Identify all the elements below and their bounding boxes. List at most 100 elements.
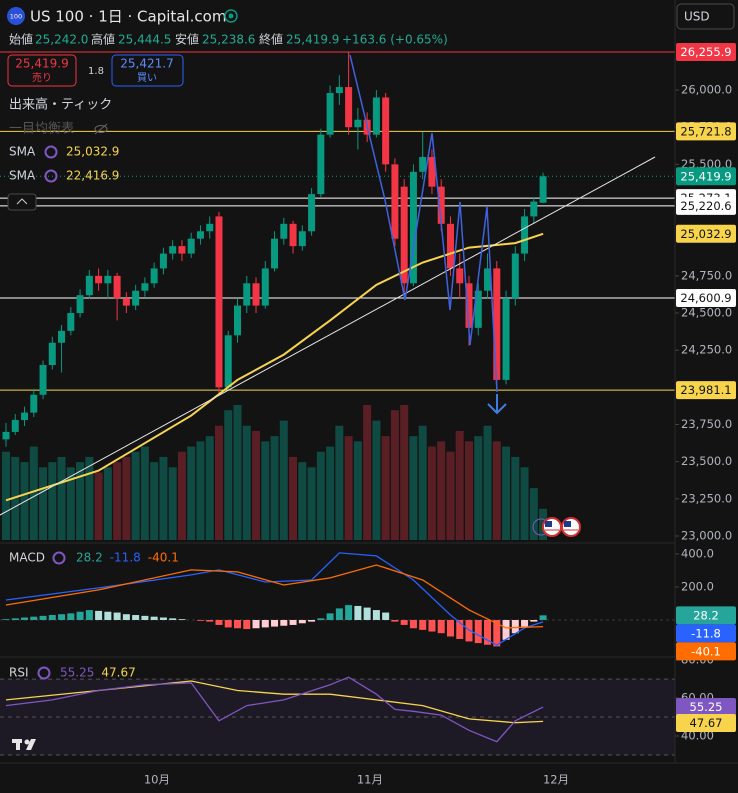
indicator-icon[interactable] xyxy=(44,169,58,183)
buy-button[interactable] xyxy=(111,54,184,87)
sell-price[interactable]: 25,419.9 xyxy=(15,57,68,71)
histogram-bar xyxy=(113,612,121,620)
market-status-dot xyxy=(228,13,234,19)
indicator-icon[interactable] xyxy=(44,145,58,159)
volume-bar xyxy=(85,456,94,540)
volume-bar xyxy=(39,467,48,540)
volume-bar xyxy=(492,441,501,540)
price-tag-label: 28.2 xyxy=(693,608,719,622)
candle-body xyxy=(67,313,75,331)
candle-body xyxy=(113,275,121,299)
candle-body xyxy=(11,420,19,432)
event-flag[interactable] xyxy=(542,517,562,537)
volume-bar xyxy=(326,446,335,540)
histogram-bar xyxy=(298,619,306,624)
volume-bar xyxy=(29,446,38,540)
volume-bar xyxy=(455,430,464,540)
candle-body xyxy=(437,186,445,224)
candle-body xyxy=(85,275,93,296)
collapse-icon[interactable] xyxy=(16,198,28,205)
price-tag xyxy=(676,167,736,186)
ohlc-value: 25,444.5 xyxy=(118,33,171,47)
ohlc-label: 始値 xyxy=(9,32,33,47)
histogram-bar xyxy=(48,615,56,620)
histogram-bar xyxy=(224,619,232,628)
buy-price[interactable]: 25,421.7 xyxy=(120,57,173,71)
candle-body xyxy=(141,283,149,291)
candle-body xyxy=(280,223,288,239)
candle-body xyxy=(372,97,380,135)
price-tag xyxy=(676,698,736,717)
volume-bar xyxy=(372,420,381,540)
zigzag-drawing[interactable] xyxy=(349,54,498,393)
sell-label[interactable]: 売り xyxy=(32,71,52,84)
candle-body xyxy=(206,223,214,232)
histogram-bar xyxy=(335,608,343,620)
collapse-button[interactable] xyxy=(7,193,37,211)
price-change: +163.6 (+0.65%) xyxy=(342,33,448,47)
hidden-icon[interactable] xyxy=(94,123,108,135)
spread: 1.8 xyxy=(88,66,104,77)
candle-body xyxy=(178,246,186,254)
histogram-bar xyxy=(511,619,519,634)
price-tag-label: 23,981.1 xyxy=(680,383,731,397)
buy-label[interactable]: 買い xyxy=(137,72,157,84)
ichimoku-label[interactable]: 一目均衡表 xyxy=(9,122,74,137)
volume-bar xyxy=(196,441,205,540)
x-tick-label: 10月 xyxy=(144,773,170,787)
volume-bar xyxy=(307,467,316,540)
x-tick-label: 11月 xyxy=(357,773,383,787)
volume-bar xyxy=(177,451,186,540)
legend-value: 28.2 xyxy=(76,551,103,565)
volume-bar xyxy=(113,462,122,540)
volume-bar xyxy=(446,451,455,540)
currency-label[interactable]: USD xyxy=(684,10,710,24)
sma-label[interactable]: SMA xyxy=(9,145,36,159)
candle-body xyxy=(104,275,112,284)
sell-button[interactable] xyxy=(7,54,77,87)
histogram-bar xyxy=(456,619,464,639)
y-tick-label: 23,000.0 xyxy=(681,528,732,542)
sma-label[interactable]: SMA xyxy=(9,169,36,183)
price-tag-label: 47.67 xyxy=(690,716,723,730)
candle-body xyxy=(243,283,251,306)
histogram-bar xyxy=(400,619,408,625)
indicator-icon xyxy=(52,551,66,565)
ohlc-value: 25,242.0 xyxy=(35,33,88,47)
histogram-bar xyxy=(30,616,38,620)
volume-bar xyxy=(400,405,409,540)
candle-body xyxy=(530,201,538,217)
volume-bar xyxy=(344,436,353,540)
histogram-bar xyxy=(58,614,66,620)
candle-body xyxy=(474,290,482,328)
price-tag-label: 25,419.9 xyxy=(680,169,731,183)
y-tick-label: 200.0 xyxy=(681,579,714,593)
y-tick-label: 23,250.0 xyxy=(681,491,732,505)
candle-body xyxy=(271,238,279,269)
ohlc-label: 安値 xyxy=(175,32,199,47)
histogram-bar xyxy=(419,619,427,630)
candle-body xyxy=(298,231,306,247)
symbol-title[interactable]: US 100 · 1日 · Capital.com xyxy=(30,8,226,26)
volume-bar xyxy=(409,436,418,540)
indicator-icon xyxy=(37,666,51,680)
currency-button[interactable] xyxy=(676,3,735,30)
histogram-bar xyxy=(521,619,529,627)
y-tick-label: 24,500.0 xyxy=(681,306,732,320)
histogram-bar xyxy=(261,619,269,628)
volume-bar xyxy=(242,425,251,540)
price-tag xyxy=(676,642,736,661)
volume-bar xyxy=(2,451,10,540)
histogram-bar xyxy=(372,610,380,620)
candle-body xyxy=(169,246,177,254)
volume-indicator-label[interactable]: 出来高・ティック xyxy=(9,97,112,113)
histogram-bar xyxy=(446,619,454,637)
arrow-drawing[interactable] xyxy=(487,394,507,415)
market-status xyxy=(224,9,238,23)
trend-line[interactable] xyxy=(0,156,656,516)
volume-bar xyxy=(316,451,325,540)
histogram-bar xyxy=(159,617,167,620)
event-flag[interactable] xyxy=(561,517,581,537)
volume-bar xyxy=(270,436,279,540)
price-tag-label: -11.8 xyxy=(691,626,721,640)
